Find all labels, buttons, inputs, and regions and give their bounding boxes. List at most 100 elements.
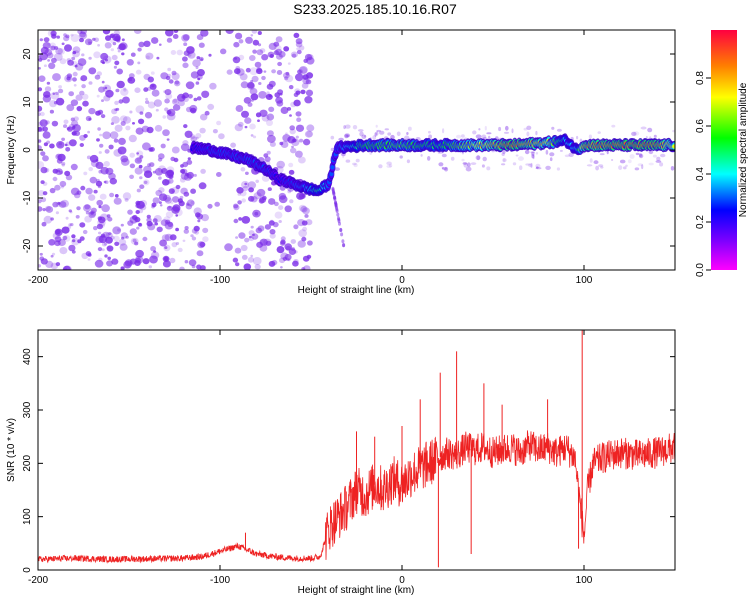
noise-blob [361,134,367,140]
noise-blob [297,196,302,200]
noise-blob [138,222,142,226]
noise-blob [80,30,87,35]
noise-blob [504,131,509,134]
noise-blob [116,68,123,75]
noise-blob [98,86,105,93]
heatmap-y-tick-label: 0 [22,147,33,153]
noise-blob [204,110,210,116]
heatmap-x-tick-label: -200 [28,275,48,286]
noise-blob [50,45,56,51]
noise-blob [235,262,240,267]
noise-blob [339,227,343,232]
noise-blob [98,169,103,174]
noise-blob [330,135,335,140]
noise-blob [598,164,604,167]
noise-blob [177,247,183,253]
noise-blob [136,226,140,230]
noise-blob [183,228,189,234]
noise-blob [69,210,73,214]
noise-blob [168,206,172,209]
noise-blob [94,74,101,80]
noise-blob [46,52,54,59]
snr-series-layer [38,330,675,568]
noise-blob [588,134,593,139]
noise-blob [89,154,99,163]
noise-blob [190,200,195,205]
noise-blob [39,38,43,42]
noise-blob [406,132,409,135]
noise-blob [179,177,186,183]
noise-blob [127,220,134,226]
noise-blob [72,239,76,243]
noise-blob [65,34,70,39]
noise-blob [250,34,254,37]
noise-blob [512,162,517,166]
noise-blob [68,91,74,97]
noise-blob [511,128,514,134]
snr-panel: -200 -100 0 100 0 100 200 300 400 Height of str… [6,329,676,596]
noise-blob [275,48,283,56]
noise-blob [278,192,287,200]
noise-blob [73,84,77,87]
noise-blob [196,96,202,101]
noise-blob [619,159,626,164]
noise-blob [111,54,118,61]
noise-blob [376,129,382,132]
noise-blob [195,81,200,85]
noise-blob [611,159,614,161]
noise-blob [280,106,289,114]
noise-blob [119,115,128,123]
noise-blob [517,156,524,161]
noise-blob [97,218,106,227]
noise-blob [185,202,190,206]
noise-blob [245,36,253,44]
noise-blob [121,236,125,240]
noise-blob [173,157,179,163]
noise-blob [341,239,345,244]
noise-blob [523,127,528,131]
noise-blob [99,143,104,148]
noise-blob [568,152,574,157]
noise-blob [156,56,160,60]
noise-blob [465,166,472,172]
noise-blob [151,37,159,44]
noise-blob [244,237,250,243]
noise-blob [629,154,635,159]
noise-blob [248,187,255,193]
noise-blob [428,134,432,139]
noise-blob [276,70,283,75]
noise-blob [241,254,248,260]
noise-blob [81,84,86,89]
noise-blob [112,226,122,235]
noise-blob [274,201,279,207]
noise-blob [301,220,308,226]
noise-blob [239,73,248,81]
noise-blob [92,37,96,41]
noise-blob [244,117,252,124]
noise-blob [279,99,283,103]
noise-blob [39,119,48,127]
noise-blob [352,162,357,166]
noise-blob [118,238,127,246]
noise-blob [186,199,195,207]
noise-blob [79,90,85,96]
noise-blob [655,160,662,163]
noise-blob [38,112,41,117]
noise-blob [134,87,141,93]
noise-blob [188,259,197,266]
noise-blob [240,244,248,252]
noise-blob [165,211,174,219]
noise-blob [244,125,248,129]
noise-blob [280,236,286,241]
noise-blob [536,166,539,169]
noise-blob [193,173,197,177]
noise-blob [274,92,281,98]
noise-blob [526,131,530,137]
noise-blob [639,153,642,158]
noise-blob [207,103,215,110]
noise-blob [256,49,264,56]
noise-blob [289,114,292,117]
noise-blob [484,125,487,131]
noise-blob [183,42,188,46]
